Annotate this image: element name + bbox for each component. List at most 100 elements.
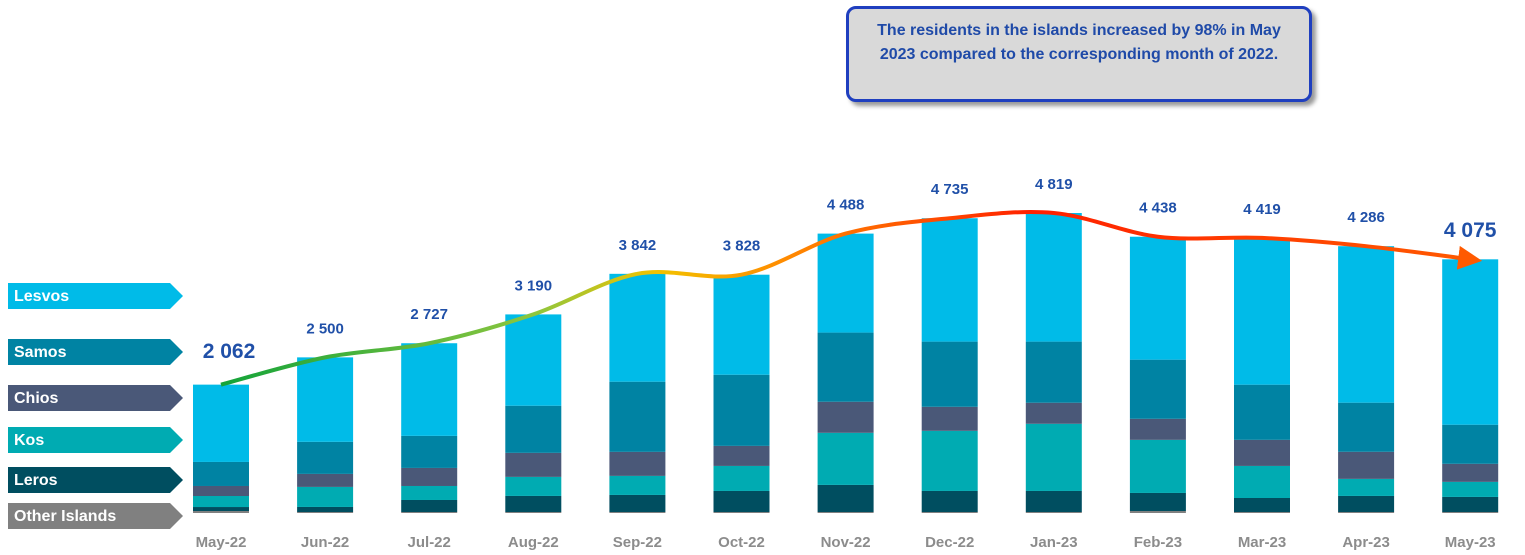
bar-segment [1129,418,1186,440]
bar-segment [297,441,354,474]
total-label: 3 190 [515,277,553,294]
bar-segment [297,506,354,513]
x-tick-label: Jul-22 [408,534,451,551]
bar-segment [297,357,354,442]
bar-segment [921,406,978,431]
bar-segment [921,490,978,513]
bar-segment [401,435,458,468]
x-tick-label: Sep-22 [613,534,662,551]
bar-segment [193,485,249,497]
total-label: 3 828 [723,238,761,255]
bar-segment [817,484,874,513]
bar-segment [1129,439,1186,493]
legend-label: Samos [14,344,67,361]
bar-segment [1234,237,1290,385]
bar-segment [1025,402,1082,424]
bar-segment [505,476,562,496]
bar-segment [1025,423,1082,491]
bar-segment [1338,451,1395,479]
legend-swatch [8,283,183,309]
bar-segment [713,445,770,466]
bar-segment [609,381,666,452]
bar-segment [297,512,354,513]
bar-segment [817,512,874,513]
bar-segment [193,496,249,508]
x-tick-label: Dec-22 [925,534,974,551]
total-label: 2 500 [306,320,344,337]
bar-segment [505,495,562,513]
legend-swatch [8,385,183,411]
x-tick-label: Apr-23 [1342,534,1390,551]
bar-segment [1234,439,1290,466]
bar-segment [1338,478,1395,496]
bar-segment [401,485,458,500]
x-tick-label: Aug-22 [508,534,559,551]
total-label: 4 488 [827,197,865,214]
bar-segment [193,384,249,462]
x-tick-label: May-22 [196,534,247,551]
bar-segment [193,511,249,513]
bar-segment [817,233,874,333]
bar-segment [1442,512,1499,513]
bar-segment [921,512,978,513]
bar-segment [609,451,666,476]
legend-label: Leros [14,472,58,489]
bar-segment [193,507,249,512]
bar-segment [401,512,458,513]
bar-segment [1338,512,1395,513]
x-tick-label: Jan-23 [1030,534,1078,551]
bar-segment [1234,497,1290,513]
trend-line [220,210,1483,387]
bar-segment [505,405,562,453]
bar-segment [609,273,666,382]
x-tick-label: Jun-22 [301,534,349,551]
legend-swatch [8,467,183,493]
bar-segment [1338,402,1395,452]
bar-segment [1129,236,1186,360]
bar-segment [401,499,458,513]
bar-segment [1442,496,1499,513]
x-tick-label: May-23 [1445,534,1496,551]
bar-segment [1129,359,1186,419]
bar-segment [817,401,874,433]
x-tick-label: Oct-22 [718,534,765,551]
bar-segment [505,452,562,477]
x-tick-label: Nov-22 [821,534,871,551]
bar-segment [297,473,354,487]
bar-segment [1442,463,1499,482]
bar-segment [401,467,458,486]
bar-segment [609,512,666,513]
x-tick-label: Feb-23 [1134,534,1182,551]
bar-segment [713,512,770,513]
bar-segment [505,512,562,513]
bar-segment [817,332,874,402]
total-label: 4 438 [1139,200,1177,217]
annotation: The residents in the islands increased b… [846,6,1312,102]
total-label: 2 727 [410,306,448,323]
bar-segment [921,430,978,491]
bar-segment [1129,492,1186,512]
legend-label: Kos [14,432,44,449]
bar-segment [817,432,874,485]
bar-segment [921,218,978,342]
bar-segment [713,374,770,446]
bar-segment [1025,341,1082,403]
bar-segment [713,274,770,375]
bar-segment [297,486,354,507]
bar-segment [1025,512,1082,513]
bar-segment [1025,213,1082,342]
bar-segment [401,343,458,436]
bar-segment [1338,246,1395,403]
bar-segment [1234,512,1290,513]
bar-segment [1234,384,1290,440]
total-label: 4 735 [931,181,969,198]
legend-label: Lesvos [14,288,69,305]
legend-swatch [8,503,183,529]
bar-segment [713,465,770,491]
legend-label: Chios [14,390,59,407]
bar-segment [1234,465,1290,498]
bar-segment [1338,495,1395,513]
bar-segment [505,314,562,406]
